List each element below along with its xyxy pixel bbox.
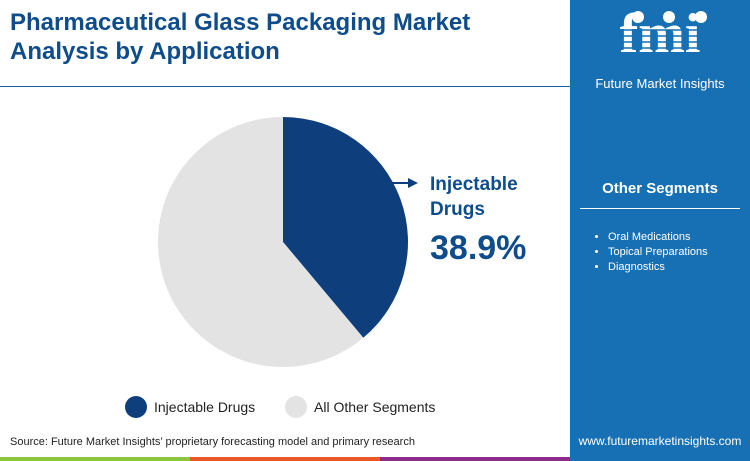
pie-chart bbox=[157, 117, 418, 368]
divider bbox=[0, 86, 570, 87]
legend-item-injectable: Injectable Drugs bbox=[125, 396, 255, 418]
pie-slice-injectable-drugs bbox=[283, 117, 408, 338]
legend-item-other: All Other Segments bbox=[285, 396, 435, 418]
side-panel bbox=[570, 0, 750, 457]
legend-label: Injectable Drugs bbox=[154, 399, 256, 415]
brand-name: Future Market Insights bbox=[595, 76, 725, 91]
fmi-logo: fmi bbox=[595, 6, 725, 64]
legend-swatch bbox=[285, 396, 307, 418]
list-item: Topical Preparations bbox=[608, 245, 708, 260]
legend-label: All Other Segments bbox=[314, 399, 436, 415]
callout-arrow bbox=[392, 178, 418, 188]
page-title: Pharmaceutical Glass Packaging Market An… bbox=[10, 9, 471, 65]
other-segments-heading: Other Segments bbox=[602, 180, 718, 197]
stripe-orange bbox=[190, 457, 380, 461]
callout-value: 38.9% bbox=[430, 229, 527, 267]
stripe-blue bbox=[570, 457, 750, 461]
other-segments-list: Oral Medications Topical Preparations Di… bbox=[592, 230, 708, 275]
pie-slice-all-other-segments bbox=[157, 117, 364, 368]
list-item: Diagnostics bbox=[608, 260, 708, 275]
website-link[interactable]: www.futuremarketinsights.com bbox=[578, 434, 742, 448]
source-note: Source: Future Market Insights’ propriet… bbox=[10, 436, 415, 448]
callout-label: Injectable Drugs bbox=[430, 174, 518, 220]
divider bbox=[580, 208, 740, 209]
stripe-purple bbox=[380, 457, 570, 461]
svg-text:fmi: fmi bbox=[620, 6, 701, 64]
stripe-green bbox=[0, 457, 190, 461]
list-item: Oral Medications bbox=[608, 230, 708, 245]
legend-swatch bbox=[125, 396, 147, 418]
